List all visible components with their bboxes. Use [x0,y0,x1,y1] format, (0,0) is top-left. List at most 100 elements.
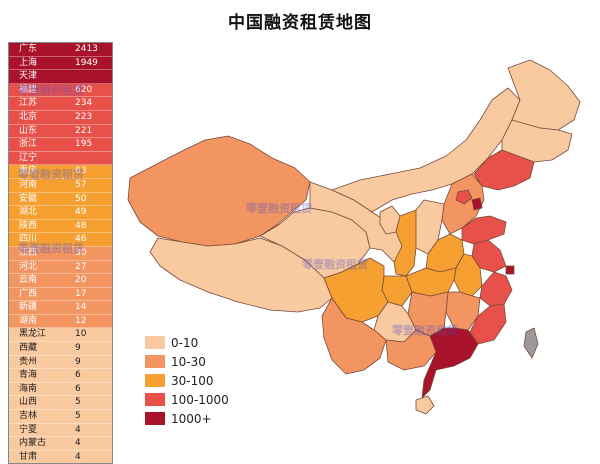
legend-label: 100-1000 [171,392,229,407]
province-name: 广东 [19,44,38,54]
table-row: 河北 27 [9,260,112,275]
table-row: 河南 57 [9,178,112,193]
table-row: 辽宁 [9,151,112,166]
table-row: 广东 2413 [9,43,112,57]
province-name: 安徽 [19,193,38,204]
province-value: 30 [75,247,87,258]
watermark: 零壹融资租赁 [18,84,84,97]
table-row: 江西 30 [9,246,112,261]
region-guangdong [421,327,479,399]
table-row: 吉林 5 [9,410,112,424]
legend-swatch [145,336,165,349]
region-yunnan [321,297,387,375]
province-value [71,152,112,165]
table-row: 内蒙古 4 [9,437,112,451]
province-value: 10 [75,329,87,340]
watermark: 零壹融资租赁 [246,202,312,215]
region-shanghai [505,265,515,275]
province-name: 河南 [19,179,38,190]
region-xinjiang [127,135,311,247]
province-name: 天津 [19,71,38,82]
province-name: 吉林 [19,411,38,422]
watermark: 零壹融资租赁 [18,168,84,181]
region-tianjin [471,197,483,211]
table-row: 四川 46 [9,233,112,247]
province-value: 5 [75,397,81,408]
province-value: 234 [75,98,93,109]
region-beijing [455,189,473,205]
province-value: 12 [75,315,87,326]
legend-label: 0-10 [171,335,199,350]
province-name: 贵州 [19,356,38,367]
province-value: 6 [75,370,81,381]
table-row: 天津 [9,70,112,84]
province-value: 620 [75,84,93,95]
province-value: 46 [75,234,87,245]
legend-item: 100-1000 [145,390,229,409]
region-jilin [501,119,573,163]
legend-swatch [145,412,165,425]
table-row: 湖南 12 [9,314,112,329]
table-row: 宁夏 4 [9,423,112,438]
province-value: 63 [75,166,87,177]
province-name: 湖北 [19,207,38,218]
province-name: 新疆 [19,302,38,313]
table-row: 广西 17 [9,287,112,302]
province-name: 宁夏 [19,424,38,435]
province-value: 4 [75,424,81,435]
legend-label: 10-30 [171,354,206,369]
table-row: 北京 223 [9,110,112,125]
province-name: 青海 [19,370,38,381]
province-value: 9 [75,343,81,354]
province-name: 重庆 [19,166,38,177]
province-value: 5 [75,411,81,422]
legend-item: 30-100 [145,371,229,390]
table-row: 重庆 63 [9,165,112,179]
province-value [71,70,112,83]
watermark: 零壹融资租赁 [392,324,458,337]
province-name: 山西 [19,397,38,408]
province-value: 4 [75,451,81,462]
table-row: 海南 6 [9,382,112,397]
province-name: 黑龙江 [19,329,47,340]
table-row: 甘肃 4 [9,450,112,464]
map-legend: 0-10 10-30 30-100 100-1000 1000+ [145,333,229,428]
province-value: 2413 [75,44,98,54]
legend-item: 1000+ [145,409,229,428]
table-row: 山东 221 [9,124,112,139]
legend-swatch [145,355,165,368]
province-value: 1949 [75,57,98,68]
region-inner-mongolia [331,87,521,213]
table-row: 西藏 9 [9,342,112,356]
province-name: 云南 [19,275,38,286]
province-name: 海南 [19,383,38,394]
region-taiwan [523,327,539,359]
table-row: 云南 20 [9,274,112,288]
province-value: 50 [75,193,87,204]
region-tibet [149,237,333,313]
table-row: 福建 620 [9,83,112,98]
province-value: 57 [75,179,87,190]
province-name: 江西 [19,247,38,258]
table-row: 黑龙江 10 [9,328,112,343]
region-liaoning [473,149,535,191]
province-name: 内蒙古 [19,438,47,449]
china-choropleth-map [127,59,581,415]
province-name: 甘肃 [19,451,38,462]
province-value: 9 [75,356,81,367]
region-shandong [461,215,507,245]
province-value: 223 [75,111,93,122]
table-row: 山西 5 [9,396,112,411]
province-value: 4 [75,438,81,449]
province-value: 195 [75,139,93,150]
region-hainan [415,395,435,415]
table-row: 安徽 50 [9,192,112,207]
province-name: 江苏 [19,98,38,109]
province-name: 西藏 [19,343,38,354]
legend-swatch [145,393,165,406]
province-value: 49 [75,207,87,218]
table-row: 浙江 195 [9,138,112,152]
table-row: 青海 6 [9,369,112,383]
table-row: 上海 1949 [9,56,112,71]
province-value: 221 [75,125,93,136]
